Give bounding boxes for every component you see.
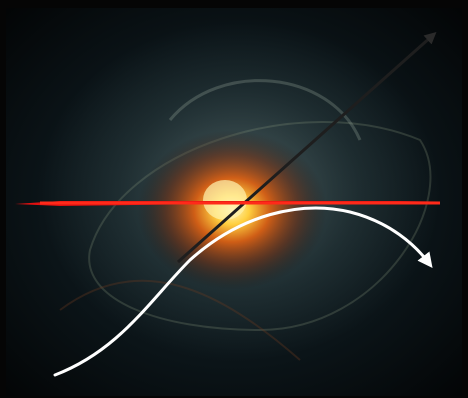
smoke-wisp xyxy=(168,79,362,141)
fire-center xyxy=(203,180,247,220)
smoke-wisp xyxy=(59,279,301,361)
dark-arrow xyxy=(177,32,437,264)
white-arrow xyxy=(53,206,433,377)
